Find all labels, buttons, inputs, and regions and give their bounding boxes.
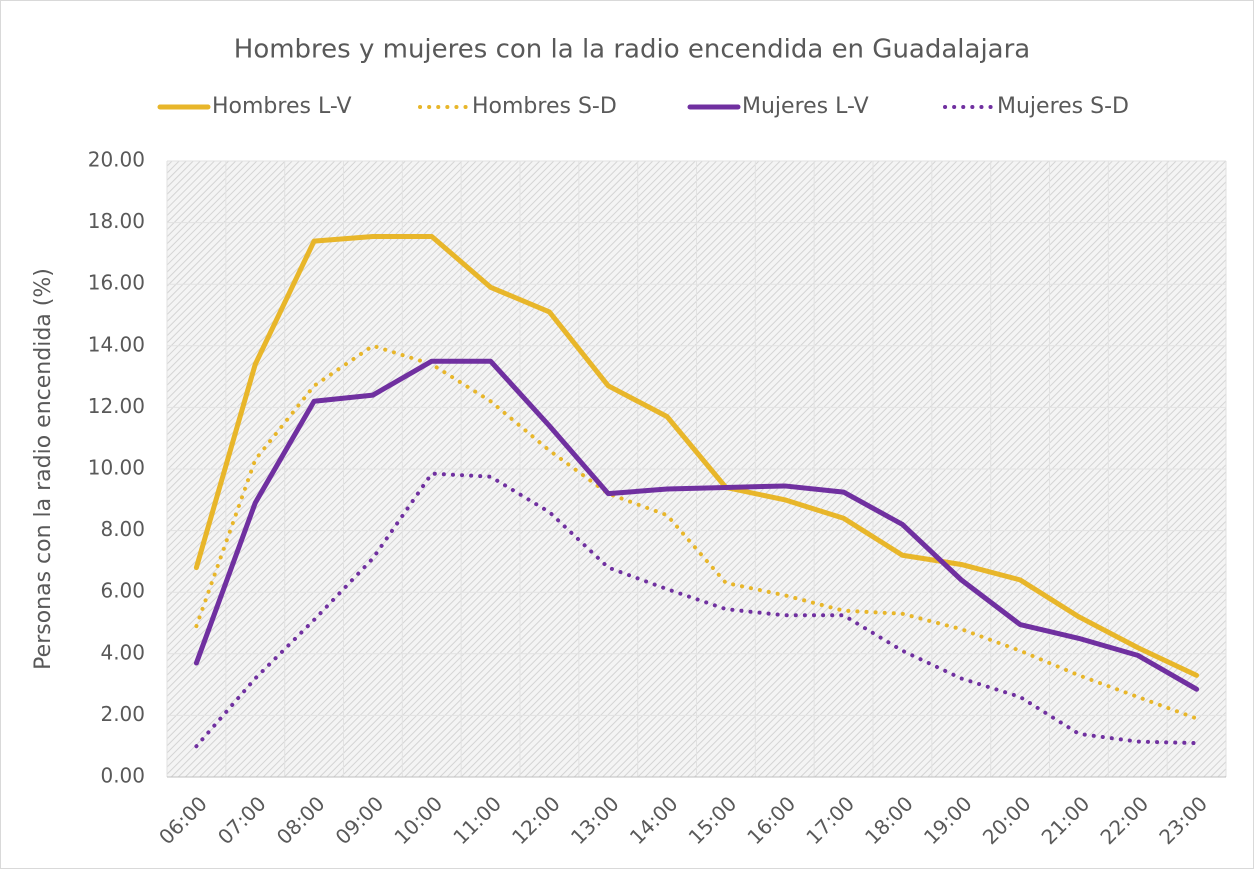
y-tick-label: 14.00 [88,332,145,356]
y-tick-label: 18.00 [88,209,145,233]
y-tick-label: 6.00 [100,579,145,603]
y-tick-label: 10.00 [88,456,145,480]
chart-title: Hombres y mujeres con la la radio encend… [234,35,1030,65]
series-line [194,471,1199,749]
y-tick-label: 4.00 [100,640,145,664]
series-line [193,233,1200,678]
y-tick-label: 0.00 [100,764,145,788]
series-line [193,358,1200,692]
legend-label: Mujeres L-V [742,94,869,119]
y-tick-label: 8.00 [100,517,145,541]
legend-label: Mujeres S-D [997,94,1129,119]
y-tick-label: 20.00 [88,148,145,172]
y-axis-label: Personas con la radio encendida (%) [31,268,56,670]
legend-label: Hombres L-V [212,94,352,119]
y-tick-label: 2.00 [100,702,145,726]
legend-label: Hombres S-D [472,94,617,119]
y-tick-label: 16.00 [88,271,145,295]
y-tick-label: 12.00 [88,394,145,418]
